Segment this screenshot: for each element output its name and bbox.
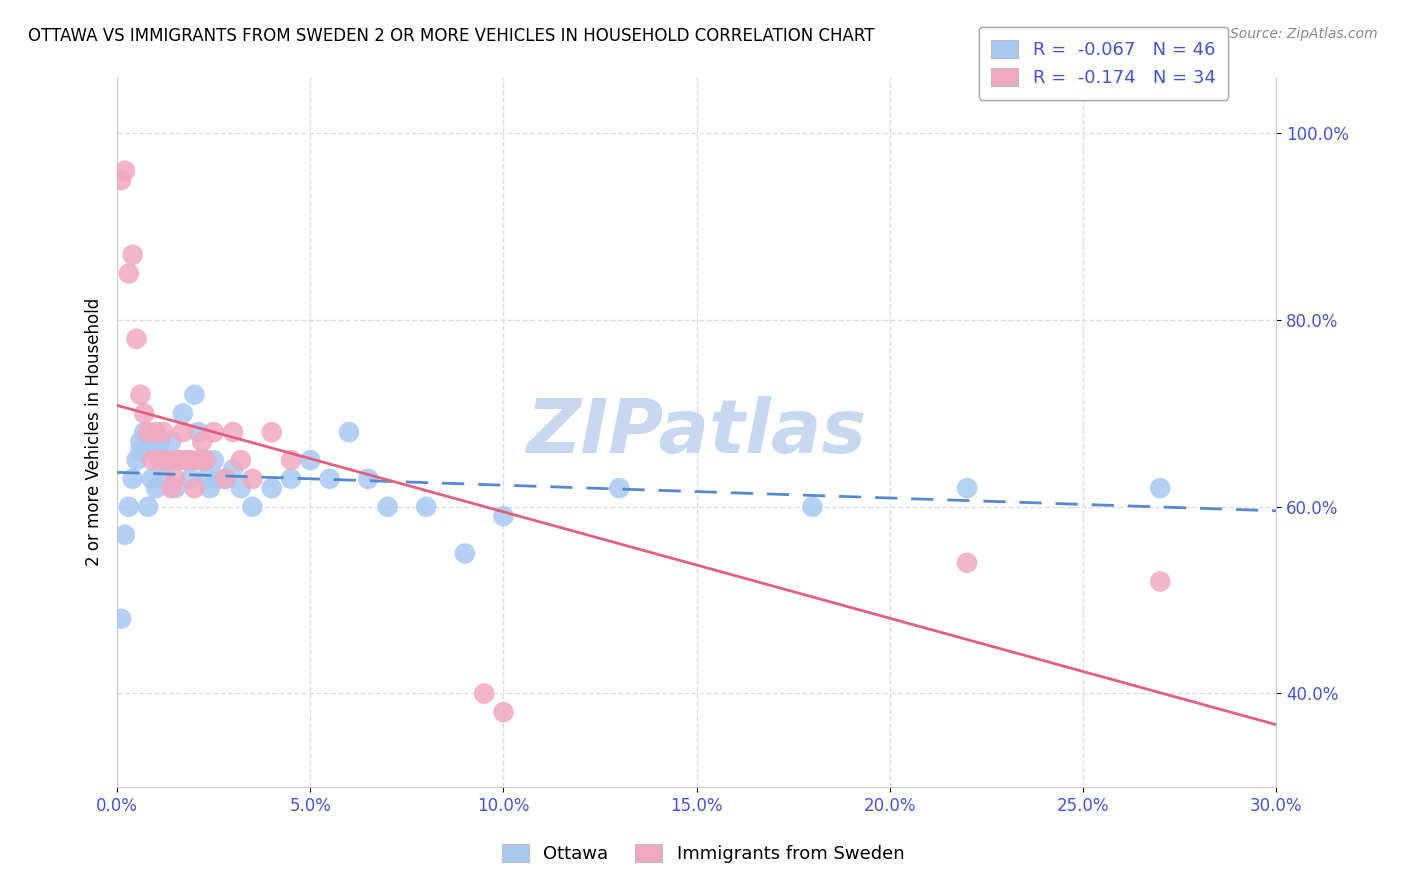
Point (156, 453, 179, 467)
Point (492, 509, 515, 524)
Point (165, 472, 187, 486)
Point (801, 500, 824, 514)
Point (149, 434, 172, 449)
Point (118, 267, 141, 281)
Point (145, 425, 167, 439)
Point (956, 556, 979, 570)
Point (136, 500, 159, 514)
Point (172, 407, 194, 421)
Point (129, 443, 152, 458)
Point (214, 472, 236, 486)
Point (121, 248, 143, 262)
Point (160, 481, 183, 495)
Point (214, 472, 236, 486)
Point (280, 472, 302, 486)
Point (145, 481, 167, 495)
Point (180, 453, 202, 467)
Point (1149, 481, 1171, 495)
Point (183, 388, 205, 402)
Point (202, 453, 225, 467)
Point (609, 481, 631, 495)
Point (110, 612, 132, 626)
Point (152, 425, 174, 439)
Point (318, 472, 340, 486)
Point (167, 453, 190, 467)
Point (242, 500, 264, 514)
Text: Source: ZipAtlas.com: Source: ZipAtlas.com (1230, 27, 1378, 41)
Point (141, 453, 163, 467)
Point (187, 425, 209, 439)
Point (141, 472, 163, 486)
Point (125, 332, 148, 346)
Point (134, 425, 156, 439)
Point (152, 472, 174, 486)
Point (222, 462, 245, 476)
Point (125, 453, 148, 467)
Point (357, 472, 380, 486)
Point (136, 425, 159, 439)
Point (377, 500, 399, 514)
Legend: Ottawa, Immigrants from Sweden: Ottawa, Immigrants from Sweden (491, 833, 915, 874)
Point (156, 453, 179, 467)
Point (472, 686, 495, 700)
Point (134, 407, 156, 421)
Legend: R =  -0.067   N = 46, R =  -0.174   N = 34: R = -0.067 N = 46, R = -0.174 N = 34 (979, 27, 1229, 100)
Point (180, 472, 202, 486)
Point (198, 481, 221, 495)
Point (176, 453, 198, 467)
Text: ZIPatlas: ZIPatlas (527, 396, 866, 468)
Point (114, 528, 136, 542)
Point (183, 481, 205, 495)
Text: OTTAWA VS IMMIGRANTS FROM SWEDEN 2 OR MORE VEHICLES IN HOUSEHOLD CORRELATION CHA: OTTAWA VS IMMIGRANTS FROM SWEDEN 2 OR MO… (28, 27, 875, 45)
Point (415, 500, 437, 514)
Point (172, 425, 194, 439)
Point (160, 434, 183, 449)
Y-axis label: 2 or more Vehicles in Household: 2 or more Vehicles in Household (86, 298, 103, 566)
Point (191, 453, 214, 467)
Point (454, 546, 477, 560)
Point (167, 453, 190, 467)
Point (242, 472, 264, 486)
Point (187, 453, 209, 467)
Point (1149, 574, 1171, 589)
Point (222, 425, 245, 439)
Point (114, 163, 136, 178)
Point (195, 453, 218, 467)
Point (229, 481, 252, 495)
Point (956, 481, 979, 495)
Point (176, 453, 198, 467)
Point (145, 443, 167, 458)
Point (195, 472, 218, 486)
Point (165, 481, 187, 495)
Point (191, 434, 214, 449)
Point (492, 705, 515, 719)
Point (299, 453, 322, 467)
Point (280, 453, 302, 467)
Point (149, 453, 172, 467)
Point (229, 453, 252, 467)
Point (121, 472, 143, 486)
Point (260, 481, 283, 495)
Point (337, 425, 360, 439)
Point (129, 388, 152, 402)
Point (207, 472, 229, 486)
Point (118, 500, 141, 514)
Point (110, 173, 132, 187)
Point (129, 434, 152, 449)
Point (202, 425, 225, 439)
Point (260, 425, 283, 439)
